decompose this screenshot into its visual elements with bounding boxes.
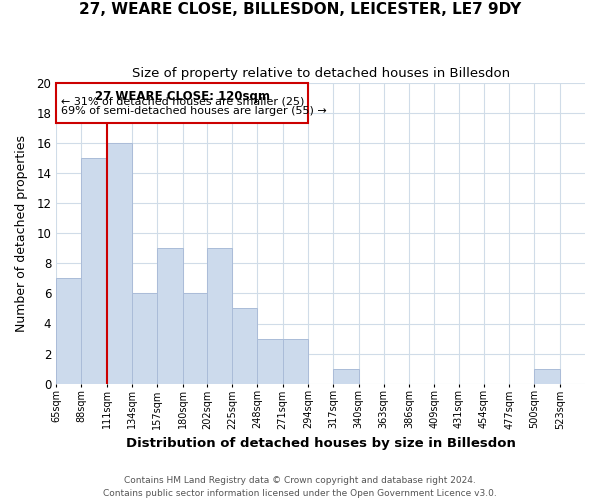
Bar <box>257 338 283 384</box>
Bar <box>157 248 182 384</box>
Bar <box>333 368 359 384</box>
Bar <box>207 248 232 384</box>
Y-axis label: Number of detached properties: Number of detached properties <box>15 135 28 332</box>
Bar <box>82 158 107 384</box>
Bar <box>283 338 308 384</box>
Bar <box>132 294 157 384</box>
Bar <box>535 368 560 384</box>
Text: Contains HM Land Registry data © Crown copyright and database right 2024.
Contai: Contains HM Land Registry data © Crown c… <box>103 476 497 498</box>
Bar <box>56 278 82 384</box>
FancyBboxPatch shape <box>56 83 308 123</box>
X-axis label: Distribution of detached houses by size in Billesdon: Distribution of detached houses by size … <box>125 437 515 450</box>
Bar <box>107 143 132 384</box>
Text: ← 31% of detached houses are smaller (25): ← 31% of detached houses are smaller (25… <box>61 96 304 106</box>
Text: 27, WEARE CLOSE, BILLESDON, LEICESTER, LE7 9DY: 27, WEARE CLOSE, BILLESDON, LEICESTER, L… <box>79 2 521 18</box>
Bar <box>182 294 207 384</box>
Text: 69% of semi-detached houses are larger (55) →: 69% of semi-detached houses are larger (… <box>61 106 326 117</box>
Title: Size of property relative to detached houses in Billesdon: Size of property relative to detached ho… <box>131 68 509 80</box>
Text: 27 WEARE CLOSE: 120sqm: 27 WEARE CLOSE: 120sqm <box>95 90 269 103</box>
Bar <box>232 308 257 384</box>
